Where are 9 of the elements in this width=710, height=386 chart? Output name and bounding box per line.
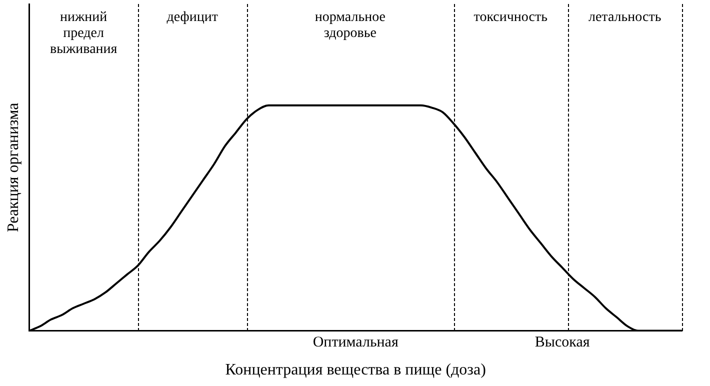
text: летальность: [587, 10, 662, 26]
x-axis-title: Концентрация вещества в пище (доза): [225, 362, 486, 379]
y-axis-title: Реакция организма: [4, 102, 22, 232]
text: токсичность: [472, 10, 548, 26]
text: нижний предел выживания: [48, 10, 118, 58]
x-tick-label: Оптимальная: [312, 334, 398, 351]
x-tick-label: Высокая: [534, 334, 590, 351]
text: нормальное здоровье: [314, 10, 386, 42]
text: дефицит: [166, 10, 219, 26]
